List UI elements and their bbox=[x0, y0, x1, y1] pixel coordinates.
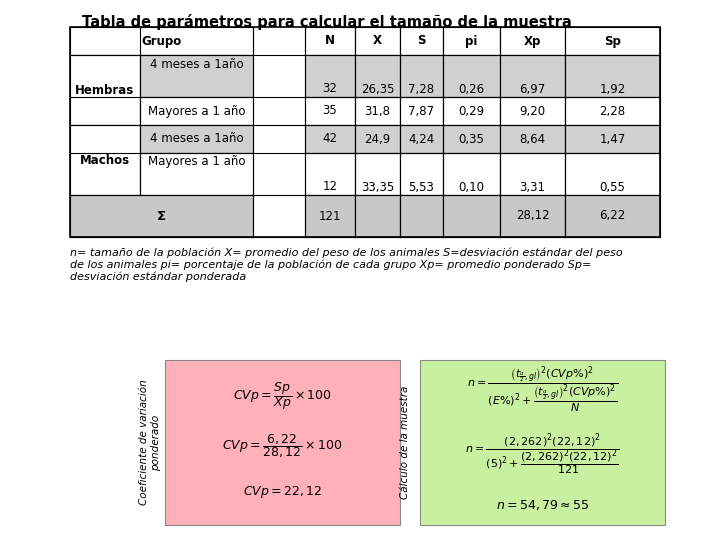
Bar bbox=[305, 125, 355, 153]
Text: S: S bbox=[418, 35, 426, 48]
Text: 32: 32 bbox=[323, 83, 338, 96]
Text: 26,35: 26,35 bbox=[361, 83, 395, 96]
Bar bbox=[443, 125, 500, 153]
Bar bbox=[565, 153, 660, 195]
Bar bbox=[70, 125, 140, 195]
Text: Mayores a 1 año: Mayores a 1 año bbox=[148, 156, 246, 168]
Text: $n = \dfrac{(2,262)^2(22,12)^2}{(5)^2 + \dfrac{(2,262)^2(22,12)^2}{121}}$: $n = \dfrac{(2,262)^2(22,12)^2}{(5)^2 + … bbox=[465, 433, 620, 478]
Text: 8,64: 8,64 bbox=[519, 132, 546, 145]
Bar bbox=[565, 125, 660, 153]
Text: Cálculo de la muestra: Cálculo de la muestra bbox=[400, 386, 410, 499]
Text: 5,53: 5,53 bbox=[408, 180, 434, 193]
Text: $CVp = \dfrac{Sp}{Xp} \times 100$: $CVp = \dfrac{Sp}{Xp} \times 100$ bbox=[233, 380, 332, 412]
Text: 0,26: 0,26 bbox=[459, 83, 485, 96]
Text: 6,22: 6,22 bbox=[599, 210, 626, 222]
Text: Tabla de parámetros para calcular el tamaño de la muestra: Tabla de parámetros para calcular el tam… bbox=[82, 14, 572, 30]
Bar bbox=[305, 195, 355, 237]
Text: 33,35: 33,35 bbox=[361, 180, 394, 193]
Text: Mayores a 1 año: Mayores a 1 año bbox=[148, 105, 246, 118]
Text: 42: 42 bbox=[323, 132, 338, 145]
Bar bbox=[140, 153, 253, 195]
Bar bbox=[355, 153, 400, 195]
Bar bbox=[140, 97, 253, 125]
Bar bbox=[443, 97, 500, 125]
Bar bbox=[140, 55, 253, 97]
Bar bbox=[565, 55, 660, 97]
Text: $CVp = 22,12$: $CVp = 22,12$ bbox=[243, 484, 323, 500]
Text: X: X bbox=[373, 35, 382, 48]
Bar bbox=[70, 55, 140, 125]
Bar bbox=[420, 360, 665, 525]
Bar bbox=[565, 195, 660, 237]
Text: $n = 54,79 \approx 55$: $n = 54,79 \approx 55$ bbox=[495, 498, 590, 512]
Bar bbox=[140, 125, 253, 153]
Text: 0,29: 0,29 bbox=[459, 105, 485, 118]
Bar bbox=[305, 153, 355, 195]
Text: Hembras: Hembras bbox=[76, 84, 135, 97]
Bar bbox=[443, 153, 500, 195]
Bar bbox=[355, 195, 400, 237]
Bar bbox=[500, 27, 565, 55]
Text: Xp: Xp bbox=[524, 35, 541, 48]
Text: 0,55: 0,55 bbox=[600, 180, 626, 193]
Bar bbox=[500, 153, 565, 195]
Text: $CVp = \dfrac{6,22}{28,12} \times 100$: $CVp = \dfrac{6,22}{28,12} \times 100$ bbox=[222, 432, 343, 460]
Text: 4 meses a 1año: 4 meses a 1año bbox=[150, 57, 243, 71]
Text: 12: 12 bbox=[323, 180, 338, 193]
Text: Σ: Σ bbox=[157, 210, 166, 222]
Bar bbox=[500, 195, 565, 237]
Text: 2,28: 2,28 bbox=[600, 105, 626, 118]
Bar bbox=[500, 55, 565, 97]
Bar bbox=[400, 55, 443, 97]
Text: Machos: Machos bbox=[80, 153, 130, 166]
Bar bbox=[443, 55, 500, 97]
Bar bbox=[305, 97, 355, 125]
Text: N: N bbox=[325, 35, 335, 48]
Bar bbox=[400, 97, 443, 125]
Text: 7,87: 7,87 bbox=[408, 105, 435, 118]
Text: 35: 35 bbox=[323, 105, 338, 118]
Text: 24,9: 24,9 bbox=[364, 132, 391, 145]
Text: 4,24: 4,24 bbox=[408, 132, 435, 145]
Text: 121: 121 bbox=[319, 210, 341, 222]
Text: 1,47: 1,47 bbox=[599, 132, 626, 145]
Text: 31,8: 31,8 bbox=[364, 105, 390, 118]
Text: 3,31: 3,31 bbox=[520, 180, 546, 193]
Text: Coeficiente de variación
ponderado: Coeficiente de variación ponderado bbox=[139, 380, 161, 505]
Bar bbox=[165, 360, 400, 525]
Text: $n = \dfrac{\left(t_{\frac{\alpha}{2},gl}\right)^2 (CVp\%)^2}{(E\%)^2 + \dfrac{\: $n = \dfrac{\left(t_{\frac{\alpha}{2},gl… bbox=[467, 364, 618, 415]
Bar bbox=[355, 125, 400, 153]
Bar bbox=[400, 153, 443, 195]
Bar bbox=[565, 27, 660, 55]
Text: 9,20: 9,20 bbox=[519, 105, 546, 118]
Text: 0,10: 0,10 bbox=[459, 180, 485, 193]
Text: 4 meses a 1año: 4 meses a 1año bbox=[150, 132, 243, 145]
Bar bbox=[565, 97, 660, 125]
Bar bbox=[400, 125, 443, 153]
Text: pi: pi bbox=[465, 35, 477, 48]
Bar bbox=[70, 27, 253, 55]
Bar bbox=[355, 97, 400, 125]
Bar bbox=[70, 195, 253, 237]
Bar bbox=[400, 27, 443, 55]
Bar bbox=[305, 27, 355, 55]
Text: Grupo: Grupo bbox=[141, 35, 181, 48]
Text: 7,28: 7,28 bbox=[408, 83, 435, 96]
Text: 6,97: 6,97 bbox=[519, 83, 546, 96]
Text: 1,92: 1,92 bbox=[599, 83, 626, 96]
Bar bbox=[355, 27, 400, 55]
Bar bbox=[400, 195, 443, 237]
Text: 0,35: 0,35 bbox=[459, 132, 485, 145]
Bar bbox=[500, 97, 565, 125]
Bar bbox=[443, 195, 500, 237]
Bar bbox=[443, 27, 500, 55]
Text: Sp: Sp bbox=[604, 35, 621, 48]
Text: n= tamaño de la población X= promedio del peso de los animales S=desviación está: n= tamaño de la población X= promedio de… bbox=[70, 247, 623, 282]
Bar bbox=[70, 27, 660, 237]
Bar bbox=[355, 55, 400, 97]
Text: 28,12: 28,12 bbox=[516, 210, 549, 222]
Bar bbox=[500, 125, 565, 153]
Bar bbox=[305, 55, 355, 97]
